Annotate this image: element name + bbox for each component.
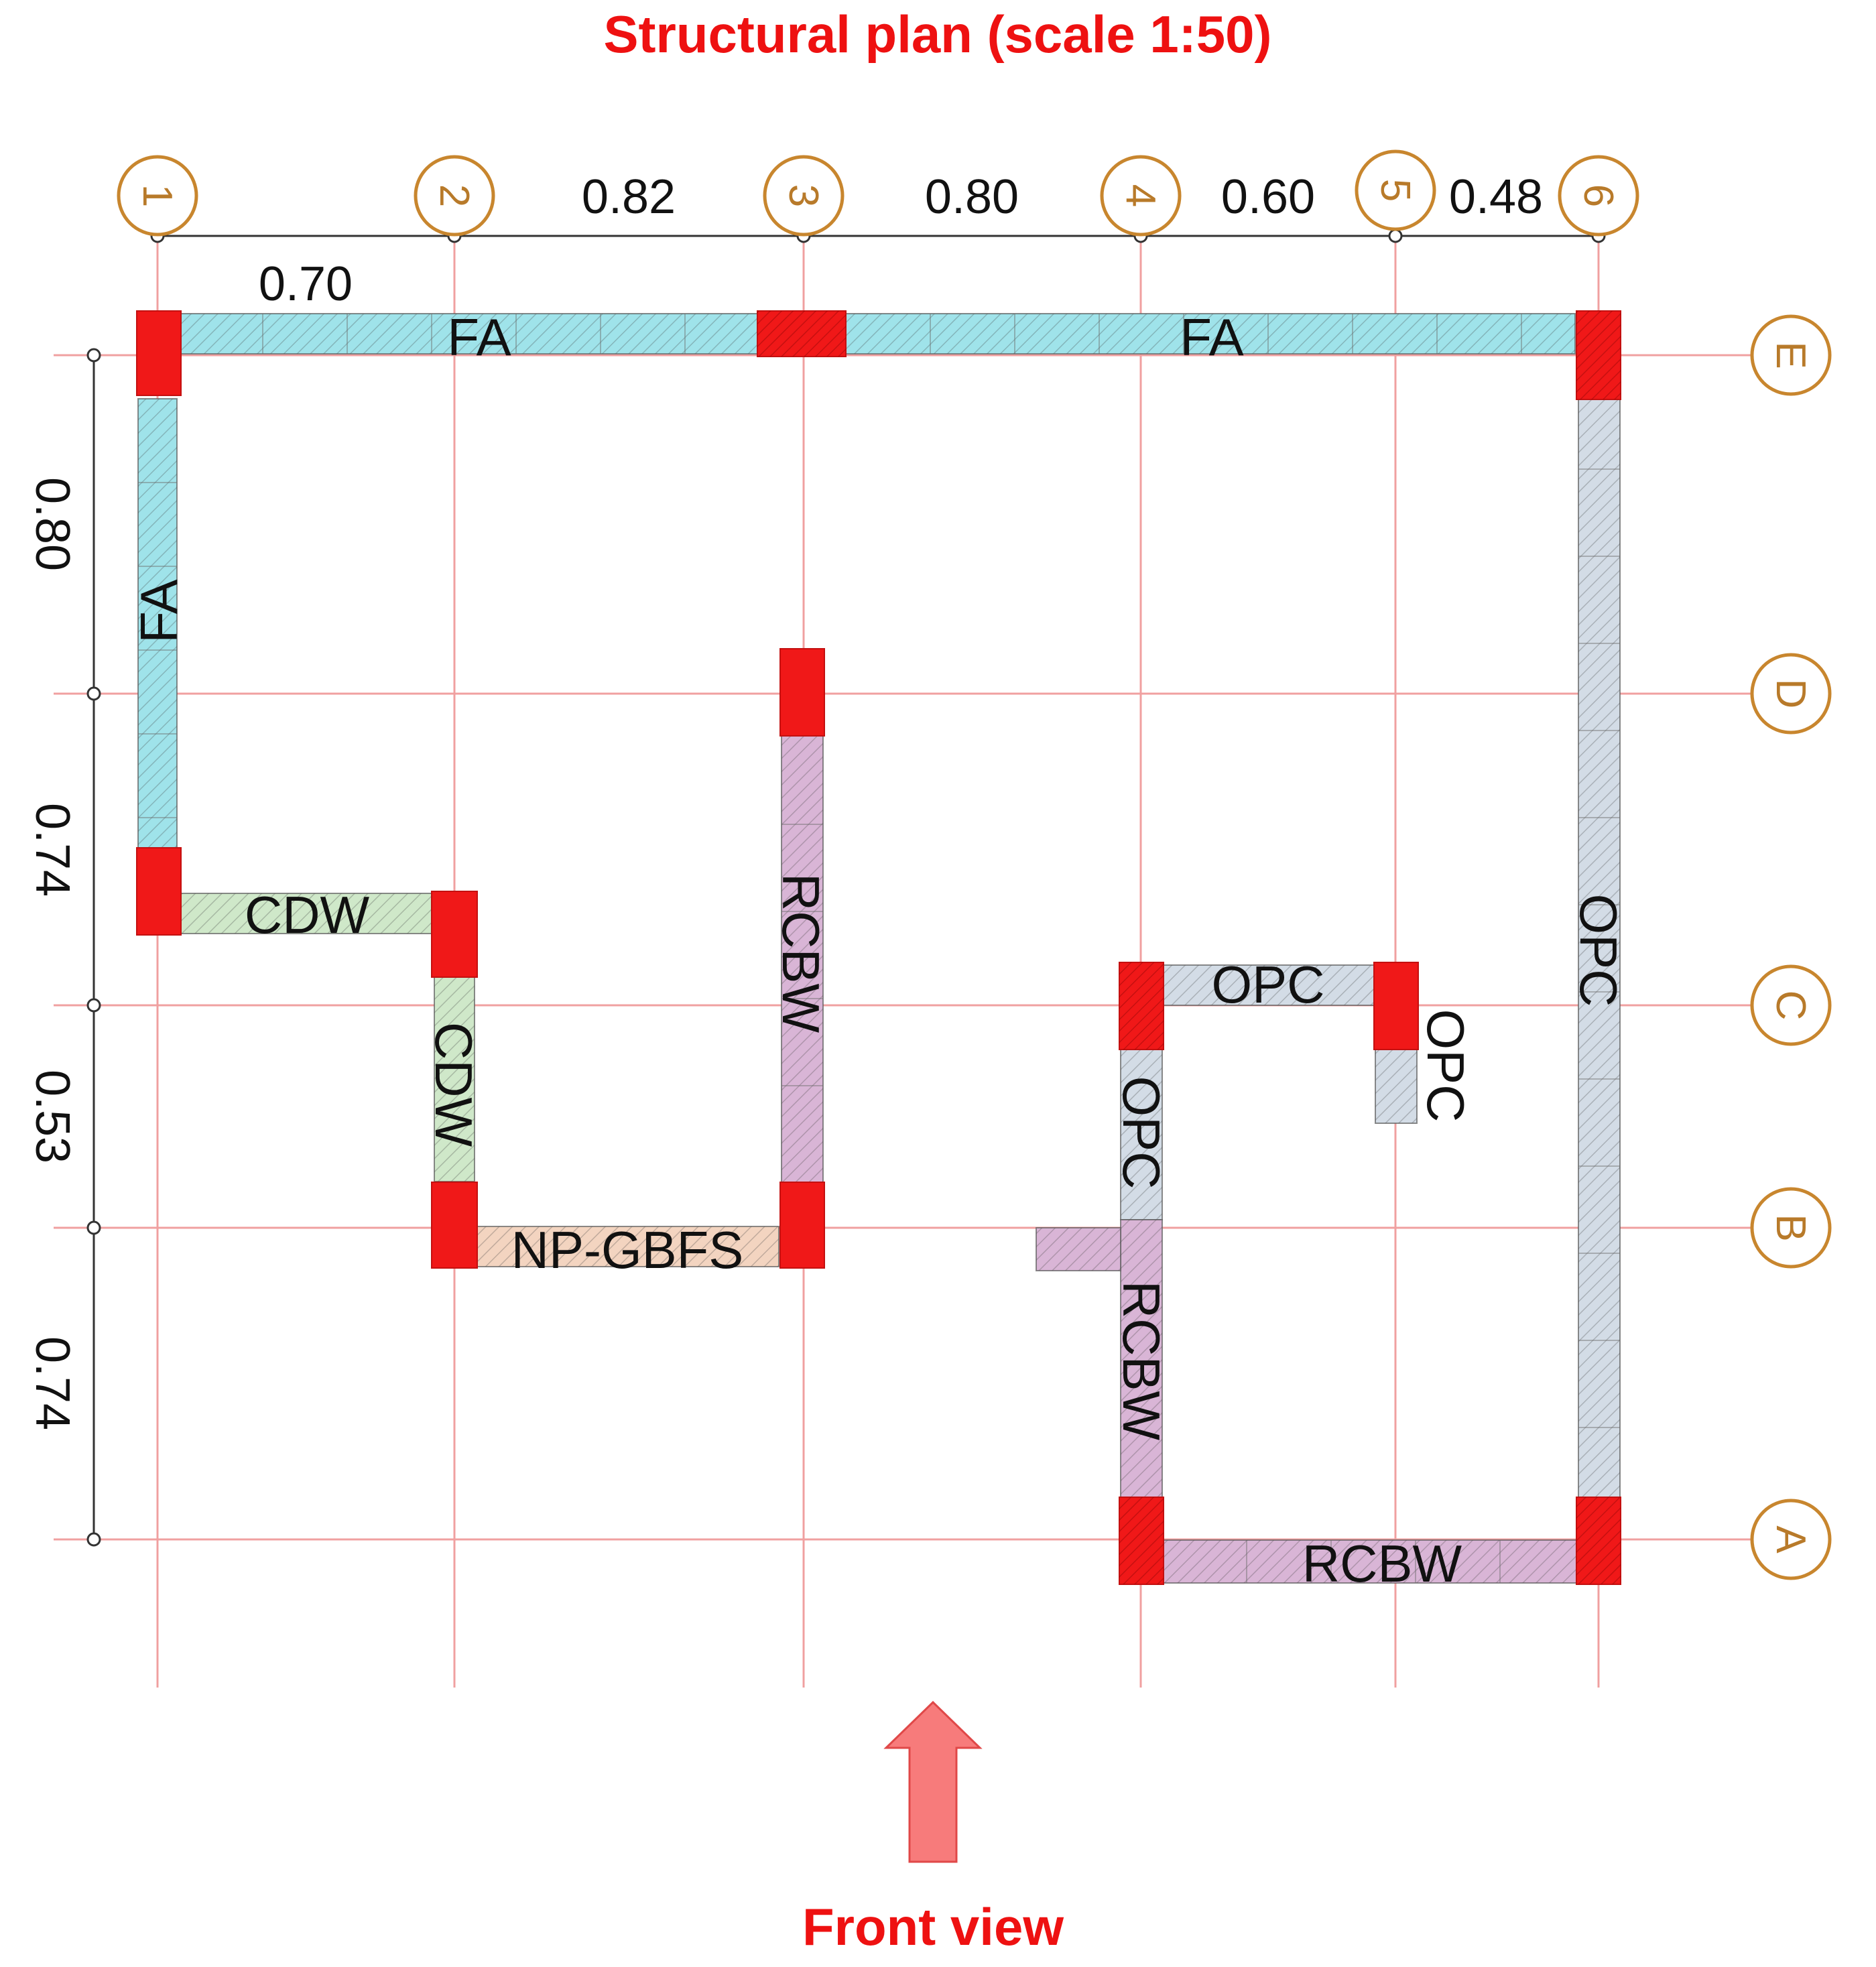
svg-text:D: D <box>1767 679 1814 709</box>
row-axis-bubbles: E D C B A <box>1750 314 1832 1580</box>
column-5C <box>1373 962 1419 1050</box>
wall-label-fa-top-right: FA <box>1180 308 1243 367</box>
axis-bubble-B: B <box>1750 1187 1832 1269</box>
axis-bubble-5: 5 <box>1355 149 1436 231</box>
column-1E <box>136 310 182 396</box>
column-axis-bubbles: 1 2 3 4 5 6 <box>117 149 1639 237</box>
axis-bubble-6: 6 <box>1558 155 1639 237</box>
dim-top-5-6: 0.48 <box>1449 170 1543 224</box>
axis-bubble-E: E <box>1750 314 1832 396</box>
plan-title: Structural plan (scale 1:50) <box>603 5 1271 64</box>
axis-bubble-1: 1 <box>117 155 198 237</box>
wall-label-cdw-vertical: CDW <box>424 1022 483 1147</box>
grid-lines <box>54 228 1751 1688</box>
wall-label-rcbw-axis4: RCBW <box>1112 1281 1171 1441</box>
dim-left-D-C: 0.74 <box>25 803 79 897</box>
wall-segment-lines <box>138 314 1620 1583</box>
svg-text:1: 1 <box>134 184 180 207</box>
svg-text:3: 3 <box>780 184 826 207</box>
column-2B <box>431 1182 478 1269</box>
column-hatching <box>757 311 1621 1584</box>
svg-text:5: 5 <box>1372 179 1418 202</box>
dim-top-4-5: 0.60 <box>1221 170 1315 224</box>
wall-label-opc-axis4: OPC <box>1112 1076 1171 1189</box>
column-2C <box>431 891 478 978</box>
axis-bubble-4: 4 <box>1100 155 1182 237</box>
wall-label-opc-stub: OPC <box>1416 1009 1475 1122</box>
dim-top-2-3: 0.82 <box>582 170 676 224</box>
wall-label-fa-top-left: FA <box>447 308 511 367</box>
svg-text:2: 2 <box>431 184 477 207</box>
front-view-arrow-icon <box>883 1700 983 1863</box>
column-1C <box>136 847 182 936</box>
dim-top-1-2: 0.70 <box>259 257 353 311</box>
dim-left-E-D: 0.80 <box>25 477 79 571</box>
svg-text:C: C <box>1767 991 1814 1021</box>
axis-bubble-2: 2 <box>414 155 495 237</box>
svg-text:B: B <box>1767 1214 1814 1241</box>
wall-label-np-gbfs: NP-GBFS <box>511 1220 744 1279</box>
svg-text:A: A <box>1767 1525 1814 1553</box>
wall-label-fa-left: FA <box>129 579 188 643</box>
columns <box>136 310 1621 1585</box>
dim-top-3-4: 0.80 <box>925 170 1019 224</box>
svg-text:4: 4 <box>1117 184 1164 207</box>
wall-label-rcbw-bottom: RCBW <box>1302 1534 1462 1593</box>
axis-bubble-D: D <box>1750 653 1832 735</box>
axis-bubble-A: A <box>1750 1499 1832 1580</box>
svg-text:6: 6 <box>1575 184 1621 207</box>
wall-label-opc-c: OPC <box>1211 955 1324 1014</box>
axis-bubble-3: 3 <box>763 155 845 237</box>
axis-bubble-C: C <box>1750 964 1832 1046</box>
wall-label-cdw-horizontal: CDW <box>245 885 370 944</box>
column-3B <box>779 1182 825 1269</box>
wall-label-rcbw-axis3: RCBW <box>771 873 830 1033</box>
dim-left-C-B: 0.53 <box>25 1070 79 1163</box>
dim-left-B-A: 0.74 <box>25 1336 79 1430</box>
walls <box>137 313 1621 1584</box>
front-view-label: Front view <box>802 1897 1064 1956</box>
svg-text:E: E <box>1767 341 1814 369</box>
column-3D <box>779 648 825 737</box>
wall-label-opc-axis6: OPC <box>1569 893 1628 1007</box>
